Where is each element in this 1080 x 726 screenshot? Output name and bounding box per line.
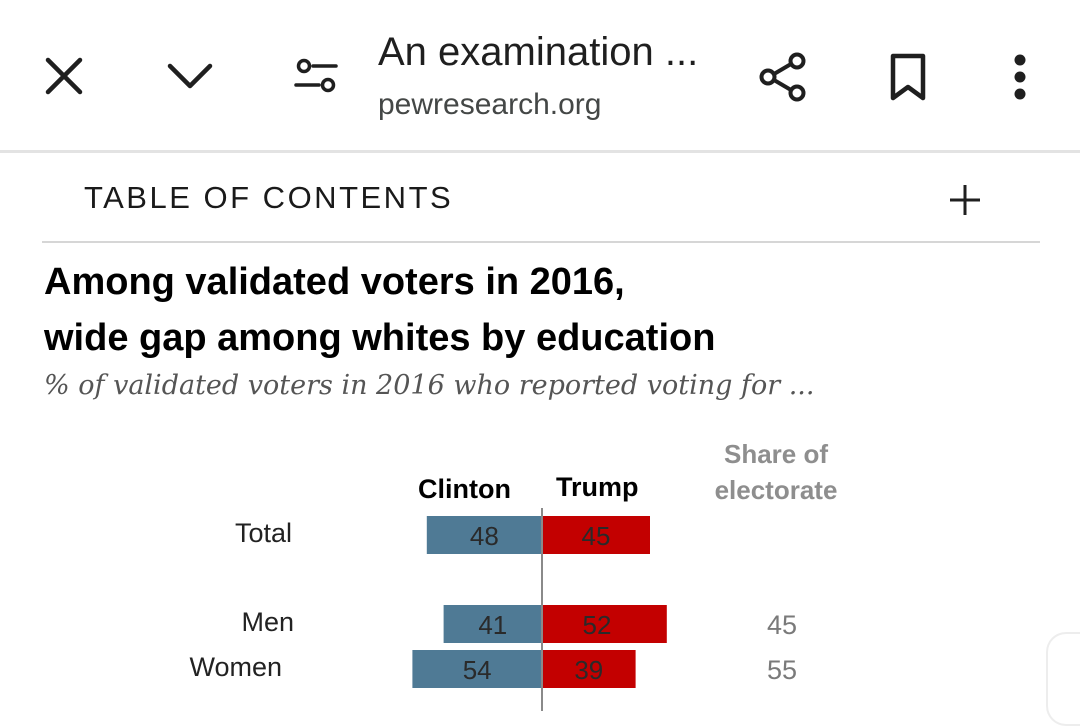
value-clinton-total: 48 [469,521,499,551]
table-of-contents-label[interactable]: TABLE OF CONTENTS [84,180,454,215]
bar-trump-total [542,516,650,554]
more-vert-icon[interactable] [1004,52,1036,102]
value-trump-total: 45 [581,521,611,551]
bar-trump-women [542,650,636,688]
column-header-clinton: Clinton [418,474,511,504]
bar-clinton-total [426,516,542,554]
bar-clinton-women [412,650,542,688]
close-icon[interactable] [40,52,88,100]
row-label-women: Women [189,652,282,682]
toc-divider [42,241,1040,243]
column-header-trump: Trump [556,472,639,502]
chart-title-line-2: wide gap among whites by education [44,317,716,359]
page-settings-icon[interactable] [292,56,340,96]
scroll-edge-handle[interactable] [1046,632,1080,726]
row-label-men: Men [241,607,294,637]
share-value-women: 55 [766,655,798,685]
chart-title: Among validated voters in 2016, wide gap… [44,254,864,366]
chevron-down-icon[interactable] [160,56,220,96]
value-trump-women: 39 [574,655,604,685]
column-header-share: Share of electorate [714,439,838,505]
page-title[interactable]: An examination ... [378,30,699,74]
chart-plot [412,508,667,711]
browser-toolbar: An examination ... pewresearch.org [0,0,1080,150]
chart-title-line-1: Among validated voters in 2016, [44,261,625,303]
page-url[interactable]: pewresearch.org [378,88,602,121]
toolbar-divider [0,150,1080,153]
bar-clinton-men [443,605,542,643]
chart-subtitle: % of validated voters in 2016 who report… [44,370,815,401]
share-icon[interactable] [756,50,810,104]
row-label-total: Total [234,518,292,548]
share-value-men: 45 [766,610,798,640]
value-clinton-women: 54 [462,655,492,685]
value-trump-men: 52 [582,610,612,640]
bookmark-icon[interactable] [884,52,932,102]
plus-icon[interactable] [944,176,986,224]
bar-trump-men [542,605,667,643]
value-clinton-men: 41 [478,610,508,640]
